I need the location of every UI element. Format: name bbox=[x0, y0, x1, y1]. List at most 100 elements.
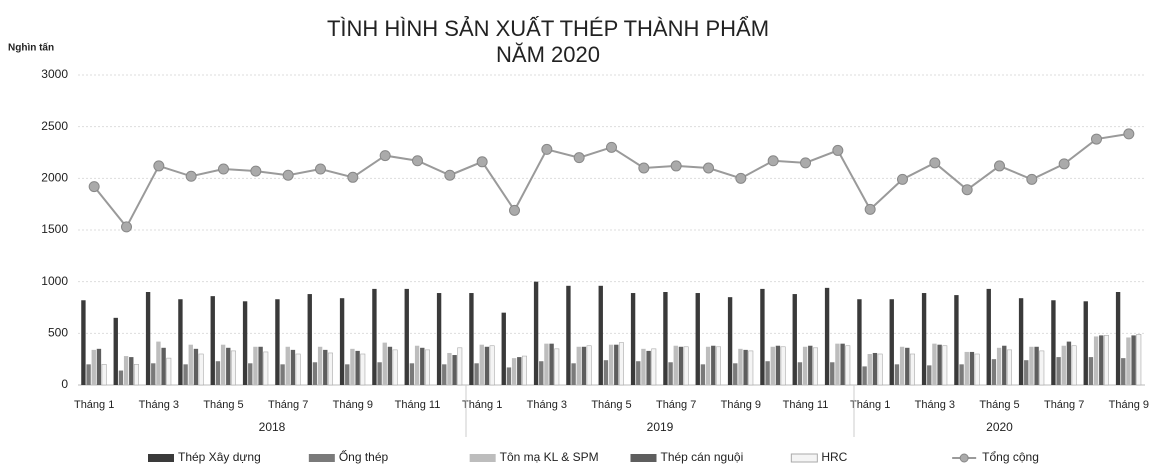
bar bbox=[1018, 298, 1024, 385]
bar bbox=[447, 352, 452, 385]
bar bbox=[161, 347, 166, 385]
bar bbox=[618, 342, 624, 386]
bar bbox=[474, 363, 479, 385]
bar bbox=[501, 312, 506, 385]
bar bbox=[1115, 292, 1121, 385]
bar bbox=[743, 349, 748, 385]
bar bbox=[517, 357, 522, 385]
x-tick-label: Tháng 9 bbox=[721, 399, 761, 411]
bar bbox=[996, 347, 1002, 385]
line-marker bbox=[735, 172, 747, 184]
bar bbox=[857, 299, 862, 385]
bar bbox=[350, 348, 355, 385]
bar bbox=[96, 348, 102, 385]
bar bbox=[835, 343, 840, 385]
bar bbox=[198, 353, 204, 386]
bar bbox=[387, 346, 393, 385]
bar bbox=[651, 348, 657, 386]
x-tick-label: Tháng 7 bbox=[268, 399, 308, 411]
line-marker bbox=[153, 160, 165, 172]
y-tick-label: 2000 bbox=[41, 171, 68, 185]
x-tick-label: Tháng 11 bbox=[783, 399, 829, 411]
x-tick-label: Tháng 1 bbox=[462, 399, 502, 411]
bar bbox=[765, 361, 770, 385]
x-tick-label: Tháng 3 bbox=[915, 399, 955, 411]
bar bbox=[1002, 345, 1007, 385]
bar bbox=[797, 362, 803, 385]
bar bbox=[705, 346, 711, 385]
line-marker bbox=[994, 160, 1005, 172]
bar bbox=[1039, 350, 1045, 386]
bar bbox=[178, 299, 183, 385]
bar bbox=[275, 299, 280, 385]
bar bbox=[1061, 345, 1066, 385]
line-marker bbox=[961, 184, 973, 196]
bar bbox=[760, 288, 765, 385]
y-tick-label: 3000 bbox=[41, 67, 68, 81]
bar bbox=[539, 361, 544, 385]
bar bbox=[942, 345, 948, 386]
bar bbox=[166, 357, 172, 386]
bar bbox=[614, 344, 619, 385]
bar bbox=[905, 347, 910, 385]
year-label: 2020 bbox=[986, 420, 1013, 434]
bar bbox=[382, 342, 387, 385]
bar bbox=[576, 346, 581, 385]
bar bbox=[101, 364, 107, 386]
bar bbox=[484, 346, 490, 385]
legend-label: Tổng cộng bbox=[982, 450, 1039, 464]
chart-title: TÌNH HÌNH SẢN XUẤT THÉP THÀNH PHẨM bbox=[327, 16, 769, 41]
line-marker bbox=[800, 157, 811, 169]
bar bbox=[544, 343, 549, 385]
bar bbox=[280, 364, 285, 385]
bar bbox=[489, 345, 495, 386]
bar bbox=[323, 349, 328, 385]
bar bbox=[317, 346, 323, 385]
bar bbox=[733, 363, 738, 385]
line-marker bbox=[929, 157, 941, 169]
bar bbox=[969, 351, 975, 385]
x-tick-label: Tháng 5 bbox=[203, 399, 243, 411]
bar bbox=[608, 344, 614, 385]
line-marker bbox=[897, 173, 908, 185]
bar bbox=[1121, 358, 1126, 385]
bar bbox=[312, 362, 318, 385]
x-tick-label: Tháng 11 bbox=[395, 399, 441, 411]
bar bbox=[1006, 349, 1012, 386]
bar bbox=[964, 351, 969, 385]
bar bbox=[230, 350, 236, 386]
bar bbox=[345, 364, 350, 385]
bar bbox=[1088, 357, 1094, 385]
bar bbox=[641, 348, 646, 385]
y-tick-label: 1000 bbox=[41, 274, 68, 288]
legend-label: Tôn mạ KL & SPM bbox=[500, 450, 599, 464]
bar bbox=[248, 363, 253, 385]
bar bbox=[436, 293, 442, 385]
bar bbox=[81, 300, 86, 385]
bar bbox=[937, 344, 942, 385]
x-tick-label: Tháng 1 bbox=[74, 399, 114, 411]
line-marker bbox=[606, 141, 617, 153]
bar bbox=[738, 348, 743, 385]
bar bbox=[193, 348, 199, 385]
bar bbox=[1024, 360, 1029, 385]
bar bbox=[549, 343, 554, 385]
y-tick-label: 1500 bbox=[41, 222, 68, 236]
bar bbox=[183, 364, 188, 385]
bar bbox=[775, 345, 781, 385]
line-marker bbox=[509, 204, 520, 216]
x-tick-label: Tháng 3 bbox=[139, 399, 179, 411]
line-marker bbox=[412, 155, 423, 167]
line-marker bbox=[121, 221, 132, 233]
bar bbox=[226, 347, 231, 385]
bar bbox=[1071, 345, 1077, 386]
legend-swatch bbox=[469, 454, 496, 462]
bar bbox=[1056, 357, 1061, 385]
bar bbox=[424, 349, 430, 386]
bar bbox=[188, 344, 193, 385]
legend-swatch bbox=[959, 453, 969, 463]
bar bbox=[113, 317, 118, 385]
line-marker bbox=[218, 163, 229, 175]
line-marker bbox=[1091, 133, 1102, 145]
